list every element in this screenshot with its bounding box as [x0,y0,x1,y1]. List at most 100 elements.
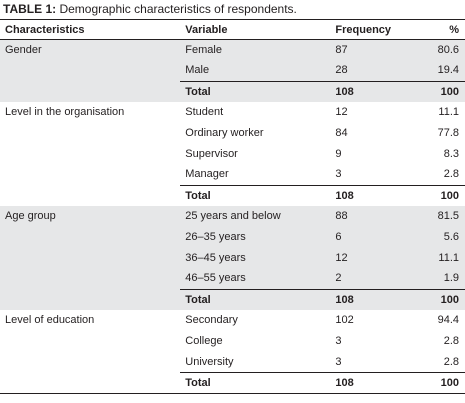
table-group: Age group 25 years and below 88 81.5 26–35 y… [0,205,465,310]
table-group: Gender Female 87 80.6 Male 28 19.4 Total 108 100 [0,39,465,102]
frequency-cell: 2 [330,268,411,290]
percent-cell: 2.8 [443,355,459,368]
variable-cell: Total [180,288,331,310]
characteristic-cell [0,60,181,82]
percent-cell: 11.1 [410,247,465,269]
characteristic-cell: Level in the organisation [5,106,125,119]
characteristic-cell [0,143,180,164]
total-row: Total 108 100 [0,184,465,206]
percent-cell: 100 [410,371,465,394]
table-header: Characteristics Variable Frequency % [0,19,465,40]
variable-cell: Secondary [185,314,238,327]
variable-cell: Total [180,184,331,206]
variable-cell: 25 years and below [180,205,331,227]
variable-cell: University [185,355,234,368]
frequency-cell: 88 [330,205,411,227]
demographics-table: Characteristics Variable Frequency % Gen… [0,19,465,394]
variable-cell: Female [180,39,331,61]
frequency-cell: 84 [335,127,348,140]
characteristic-cell [0,268,181,290]
frequency-cell: 108 [330,184,411,206]
header-characteristics: Characteristics [5,23,85,36]
characteristic-cell: Gender [0,39,181,61]
percent-cell: 19.4 [410,60,465,82]
percent-cell: 100 [410,184,465,206]
characteristic-cell [0,81,181,102]
caption-label: TABLE 1: [3,2,57,16]
frequency-cell: 12 [330,247,411,269]
characteristic-cell [0,185,180,206]
variable-cell: Ordinary worker [185,127,264,140]
table-group: Level of education Secondary 102 94.4 Colleg… [0,310,465,394]
total-row: Total 108 100 [0,371,465,394]
header-percent: % [449,23,459,36]
variable-cell: College [185,335,223,348]
header-variable: Variable [185,23,228,36]
table-caption: TABLE 1: Demographic characteristics of … [3,1,297,17]
frequency-cell: 108 [330,80,411,102]
table-row: College 3 2.8 [0,331,465,352]
characteristic-cell: Level of education [5,314,95,327]
table-row: University 3 2.8 [0,351,465,372]
percent-cell: 81.5 [410,205,465,227]
frequency-cell: 3 [335,355,342,368]
percent-cell: 80.6 [410,39,465,61]
characteristic-cell [0,123,180,144]
total-row: Total 108 100 [0,80,465,102]
characteristic-cell [0,164,180,185]
characteristic-cell [0,351,180,372]
characteristic-cell [0,289,181,310]
table-row: Male 28 19.4 [0,60,465,82]
percent-cell: 94.4 [437,314,459,327]
frequency-cell: 6 [330,226,411,248]
frequency-cell: 3 [335,168,342,181]
variable-cell: Total [180,80,331,102]
frequency-cell: 9 [335,147,342,160]
frequency-cell: 87 [330,39,411,61]
table-row: Manager 3 2.8 [0,164,465,185]
variable-cell: 26–35 years [180,226,331,248]
variable-cell: Student [185,106,224,119]
percent-cell: 100 [410,80,465,102]
characteristic-cell: Age group [0,205,181,227]
frequency-cell: 28 [330,60,411,82]
table-row: 26–35 years 6 5.6 [0,226,465,248]
caption-text: Demographic characteristics of responden… [56,2,297,16]
characteristic-cell [0,372,181,394]
table-row: Gender Female 87 80.6 [0,39,465,61]
frequency-cell: 108 [330,371,411,394]
percent-cell: 1.9 [410,268,465,290]
table-row: Ordinary worker 84 77.8 [0,123,465,144]
percent-cell: 100 [410,288,465,310]
characteristic-cell [0,331,180,352]
header-row: Characteristics Variable Frequency % [0,19,465,40]
table-row: 46–55 years 2 1.9 [0,268,465,290]
percent-cell: 8.3 [443,147,459,160]
percent-cell: 11.1 [438,106,459,119]
characteristic-cell [0,247,181,269]
frequency-cell: 102 [335,314,354,327]
variable-cell: 46–55 years [180,268,331,290]
frequency-cell: 12 [335,106,348,119]
variable-cell: Male [180,60,331,82]
percent-cell: 2.8 [443,335,459,348]
frequency-cell: 3 [335,335,342,348]
variable-cell: 36–45 years [180,247,331,269]
variable-cell: Manager [185,168,229,181]
total-row: Total 108 100 [0,288,465,310]
variable-cell: Supervisor [185,147,238,160]
percent-cell: 77.8 [437,127,459,140]
frequency-cell: 108 [330,288,411,310]
percent-cell: 2.8 [443,168,459,181]
variable-cell: Total [180,371,331,394]
percent-cell: 5.6 [410,226,465,248]
table-group: Level in the organisation Student 12 11.1 Or… [0,102,465,206]
header-frequency: Frequency [335,23,392,36]
table-row: Age group 25 years and below 88 81.5 [0,205,465,227]
table-row: 36–45 years 12 11.1 [0,247,465,269]
table-row: Supervisor 9 8.3 [0,143,465,164]
table-row: Level of education Secondary 102 94.4 [0,310,465,331]
characteristic-cell [0,226,181,248]
table-row: Level in the organisation Student 12 11.1 [0,102,465,123]
